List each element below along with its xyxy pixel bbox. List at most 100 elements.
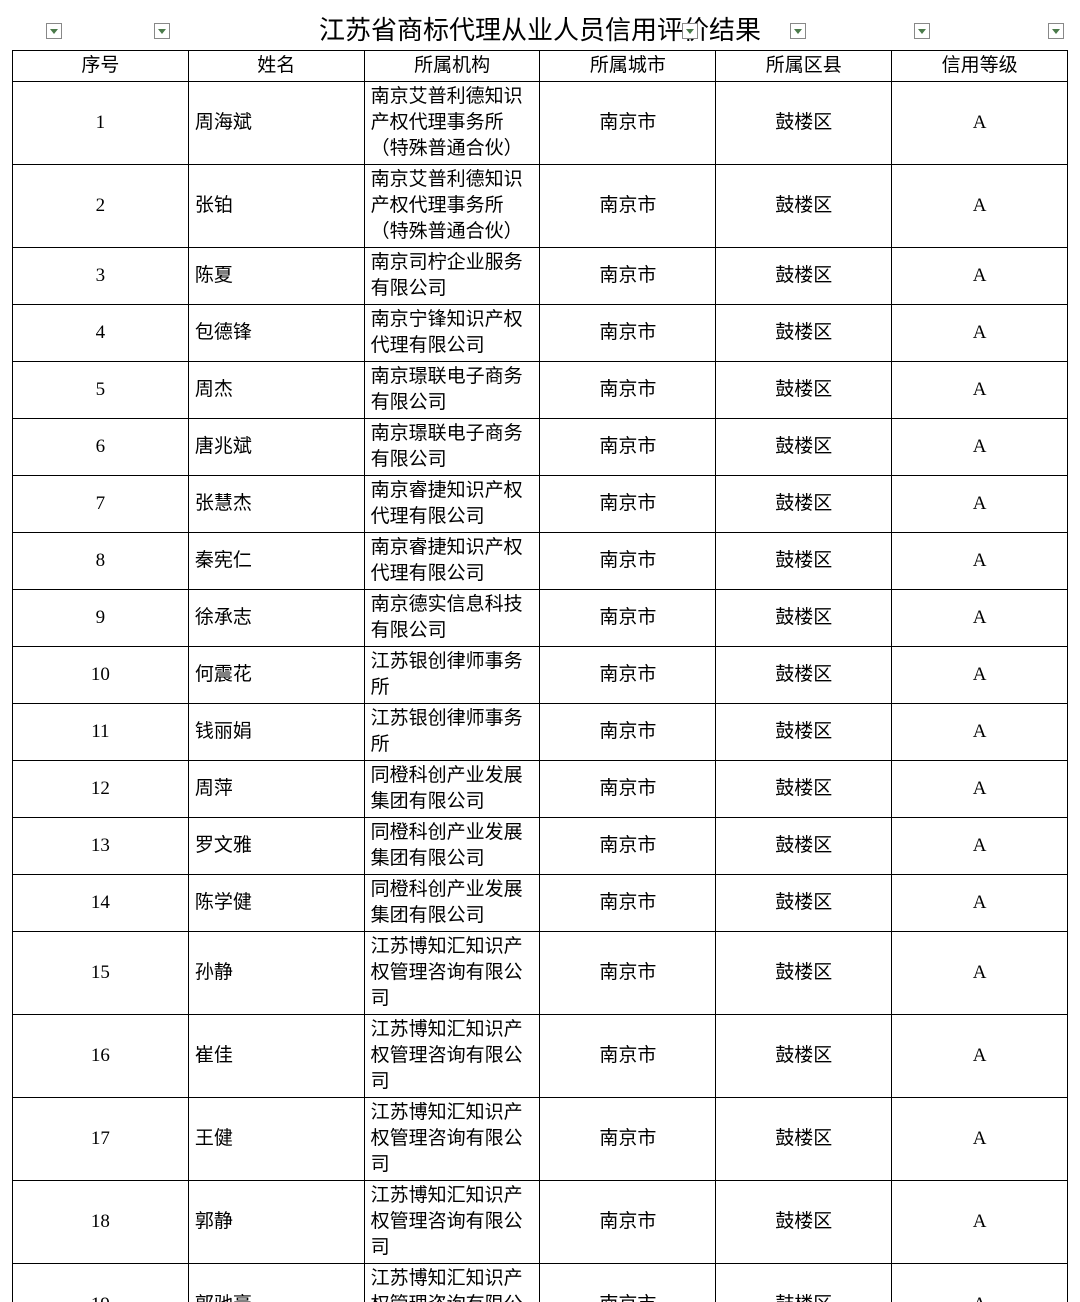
table-row: 4包德锋南京宁锋知识产权代理有限公司南京市鼓楼区A (13, 305, 1068, 362)
cell-name: 张慧杰 (188, 476, 364, 533)
cell-grade: A (892, 704, 1068, 761)
cell-city: 南京市 (540, 419, 716, 476)
table-row: 7张慧杰南京睿捷知识产权代理有限公司南京市鼓楼区A (13, 476, 1068, 533)
table-row: 11钱丽娟江苏银创律师事务所南京市鼓楼区A (13, 704, 1068, 761)
cell-city: 南京市 (540, 362, 716, 419)
cell-seq: 3 (13, 248, 189, 305)
cell-grade: A (892, 476, 1068, 533)
cell-seq: 5 (13, 362, 189, 419)
cell-name: 周萍 (188, 761, 364, 818)
cell-city: 南京市 (540, 1098, 716, 1181)
cell-org: 江苏博知汇知识产权管理咨询有限公司 (364, 1264, 540, 1302)
cell-seq: 15 (13, 932, 189, 1015)
cell-city: 南京市 (540, 476, 716, 533)
cell-seq: 8 (13, 533, 189, 590)
cell-city: 南京市 (540, 818, 716, 875)
header-org: 所属机构 (364, 51, 540, 82)
cell-name: 郭静 (188, 1181, 364, 1264)
cell-org: 江苏博知汇知识产权管理咨询有限公司 (364, 932, 540, 1015)
cell-district: 鼓楼区 (716, 476, 892, 533)
cell-district: 鼓楼区 (716, 704, 892, 761)
header-row: 序号 姓名 所属机构 所属城市 所属区县 信用等级 (13, 51, 1068, 82)
cell-district: 鼓楼区 (716, 1015, 892, 1098)
cell-city: 南京市 (540, 305, 716, 362)
cell-name: 罗文雅 (188, 818, 364, 875)
cell-name: 钱丽娟 (188, 704, 364, 761)
filter-dropdown-icon[interactable] (1048, 23, 1064, 39)
cell-grade: A (892, 932, 1068, 1015)
cell-name: 陈夏 (188, 248, 364, 305)
cell-city: 南京市 (540, 165, 716, 248)
table-title-cell: 江苏省商标代理从业人员信用评价结果 (13, 12, 1068, 51)
cell-org: 南京司柠企业服务有限公司 (364, 248, 540, 305)
cell-org: 南京艾普利德知识产权代理事务所（特殊普通合伙） (364, 82, 540, 165)
cell-org: 南京宁锋知识产权代理有限公司 (364, 305, 540, 362)
cell-seq: 9 (13, 590, 189, 647)
cell-grade: A (892, 82, 1068, 165)
cell-city: 南京市 (540, 647, 716, 704)
cell-city: 南京市 (540, 704, 716, 761)
table-row: 10何震花江苏银创律师事务所南京市鼓楼区A (13, 647, 1068, 704)
cell-grade: A (892, 419, 1068, 476)
filter-dropdown-icon[interactable] (46, 23, 62, 39)
filter-dropdown-icon[interactable] (790, 23, 806, 39)
filter-dropdown-icon[interactable] (682, 23, 698, 39)
table-row: 13罗文雅同橙科创产业发展集团有限公司南京市鼓楼区A (13, 818, 1068, 875)
table-row: 17王健江苏博知汇知识产权管理咨询有限公司南京市鼓楼区A (13, 1098, 1068, 1181)
table-body: 1周海斌南京艾普利德知识产权代理事务所（特殊普通合伙）南京市鼓楼区A2张铂南京艾… (13, 82, 1068, 1302)
cell-seq: 12 (13, 761, 189, 818)
cell-name: 张铂 (188, 165, 364, 248)
cell-seq: 11 (13, 704, 189, 761)
cell-name: 何震花 (188, 647, 364, 704)
cell-city: 南京市 (540, 875, 716, 932)
cell-org: 江苏博知汇知识产权管理咨询有限公司 (364, 1098, 540, 1181)
cell-name: 孙静 (188, 932, 364, 1015)
cell-district: 鼓楼区 (716, 932, 892, 1015)
cell-seq: 1 (13, 82, 189, 165)
cell-org: 南京睿捷知识产权代理有限公司 (364, 476, 540, 533)
cell-org: 江苏银创律师事务所 (364, 647, 540, 704)
cell-district: 鼓楼区 (716, 1181, 892, 1264)
table-row: 3陈夏南京司柠企业服务有限公司南京市鼓楼区A (13, 248, 1068, 305)
cell-org: 南京璟联电子商务有限公司 (364, 362, 540, 419)
cell-district: 鼓楼区 (716, 362, 892, 419)
cell-city: 南京市 (540, 248, 716, 305)
table-row: 15孙静江苏博知汇知识产权管理咨询有限公司南京市鼓楼区A (13, 932, 1068, 1015)
table-row: 9徐承志南京德实信息科技有限公司南京市鼓楼区A (13, 590, 1068, 647)
filter-dropdown-icon[interactable] (914, 23, 930, 39)
table-row: 8秦宪仁南京睿捷知识产权代理有限公司南京市鼓楼区A (13, 533, 1068, 590)
cell-district: 鼓楼区 (716, 647, 892, 704)
cell-name: 崔佳 (188, 1015, 364, 1098)
cell-grade: A (892, 761, 1068, 818)
table-row: 14陈学健同橙科创产业发展集团有限公司南京市鼓楼区A (13, 875, 1068, 932)
cell-org: 南京睿捷知识产权代理有限公司 (364, 533, 540, 590)
cell-name: 王健 (188, 1098, 364, 1181)
cell-grade: A (892, 1181, 1068, 1264)
cell-grade: A (892, 818, 1068, 875)
header-name: 姓名 (188, 51, 364, 82)
cell-org: 江苏博知汇知识产权管理咨询有限公司 (364, 1015, 540, 1098)
header-district: 所属区县 (716, 51, 892, 82)
table-row: 12周萍同橙科创产业发展集团有限公司南京市鼓楼区A (13, 761, 1068, 818)
cell-district: 鼓楼区 (716, 1098, 892, 1181)
cell-district: 鼓楼区 (716, 590, 892, 647)
cell-district: 鼓楼区 (716, 419, 892, 476)
table-row: 16崔佳江苏博知汇知识产权管理咨询有限公司南京市鼓楼区A (13, 1015, 1068, 1098)
table-row: 6唐兆斌南京璟联电子商务有限公司南京市鼓楼区A (13, 419, 1068, 476)
cell-district: 鼓楼区 (716, 165, 892, 248)
cell-name: 周杰 (188, 362, 364, 419)
cell-grade: A (892, 647, 1068, 704)
cell-org: 同橙科创产业发展集团有限公司 (364, 761, 540, 818)
cell-seq: 4 (13, 305, 189, 362)
cell-org: 同橙科创产业发展集团有限公司 (364, 818, 540, 875)
cell-district: 鼓楼区 (716, 1264, 892, 1302)
cell-org: 南京德实信息科技有限公司 (364, 590, 540, 647)
table-row: 1周海斌南京艾普利德知识产权代理事务所（特殊普通合伙）南京市鼓楼区A (13, 82, 1068, 165)
filter-dropdown-icon[interactable] (154, 23, 170, 39)
cell-city: 南京市 (540, 932, 716, 1015)
cell-name: 周海斌 (188, 82, 364, 165)
cell-district: 鼓楼区 (716, 248, 892, 305)
cell-grade: A (892, 590, 1068, 647)
cell-seq: 19 (13, 1264, 189, 1302)
cell-grade: A (892, 1264, 1068, 1302)
